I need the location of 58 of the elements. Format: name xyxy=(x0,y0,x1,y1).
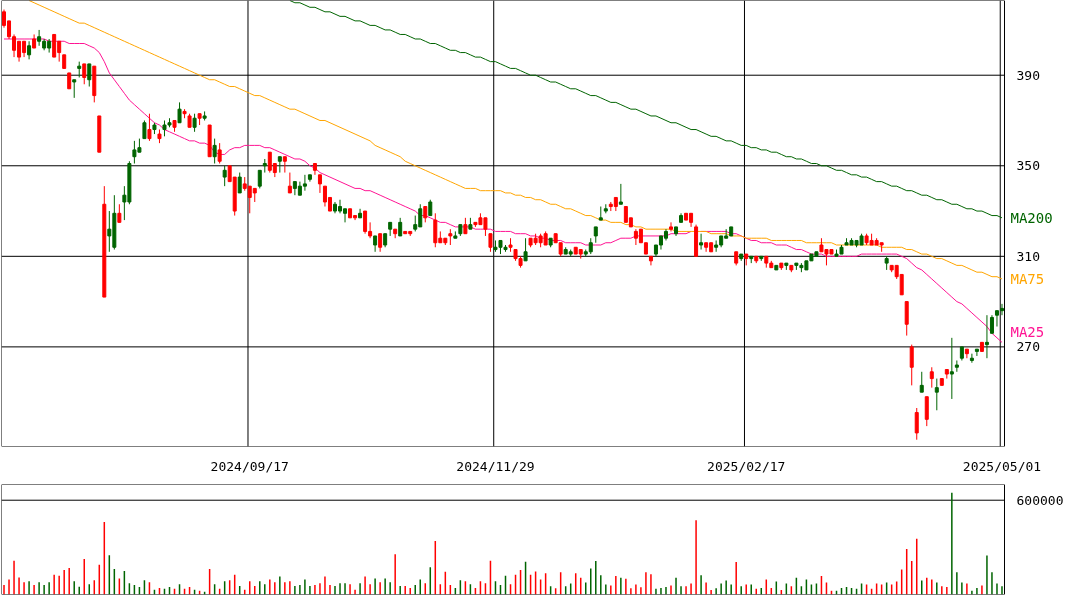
x-tick-label: 2024/09/17 xyxy=(210,458,289,474)
candlestick xyxy=(52,33,57,58)
x-tick-label: 2025/02/17 xyxy=(707,458,786,474)
series-label: MA200 xyxy=(1010,209,1053,226)
candlestick xyxy=(222,165,227,187)
candlestick xyxy=(398,217,403,237)
x-tick-label: 2025/05/01 xyxy=(962,458,1042,474)
candlestick xyxy=(984,314,989,359)
candlestick xyxy=(37,29,42,47)
candlestick xyxy=(699,233,704,251)
candlestick xyxy=(618,183,623,205)
candlestick xyxy=(949,337,954,400)
candlestick xyxy=(142,119,147,140)
candlestick xyxy=(317,174,322,194)
candlestick xyxy=(107,210,112,253)
candlestick xyxy=(914,407,919,441)
candlestick xyxy=(237,172,242,194)
candlestick xyxy=(82,63,87,85)
x-tick-label: 2024/11/29 xyxy=(456,458,535,474)
candlestick xyxy=(287,172,292,194)
candlestick xyxy=(87,63,92,88)
candlestick xyxy=(363,210,368,235)
candlestick xyxy=(999,303,1004,316)
candlestick xyxy=(217,142,222,165)
candlestick xyxy=(954,359,959,373)
y-tick-label: 310 xyxy=(1016,248,1040,264)
candlestick xyxy=(523,237,528,262)
series-label: MA75 xyxy=(1010,270,1045,287)
candlestick xyxy=(934,378,939,411)
candlestick xyxy=(302,174,307,192)
y-tick-label: 600000 xyxy=(1016,492,1064,508)
candlestick xyxy=(904,301,909,337)
line-series xyxy=(28,0,1003,280)
line-series xyxy=(289,0,1003,219)
candlestick xyxy=(378,233,383,253)
candlestick xyxy=(257,169,262,189)
y-tick-label: 270 xyxy=(1016,339,1040,355)
candlestick xyxy=(488,233,493,253)
candlestick xyxy=(192,113,197,133)
candlestick xyxy=(27,40,32,60)
candlestick xyxy=(919,371,924,393)
candlestick xyxy=(177,101,182,124)
candlestick xyxy=(974,348,979,357)
candlestick xyxy=(72,79,77,99)
candlestick xyxy=(147,113,152,142)
candlestick xyxy=(909,344,914,386)
candlestick xyxy=(924,396,929,427)
candlestick xyxy=(989,314,994,334)
series-label: MA25 xyxy=(1010,323,1045,340)
y-tick-label: 350 xyxy=(1016,158,1040,174)
candlestick xyxy=(669,221,674,232)
candlestick xyxy=(714,239,719,253)
candlestick xyxy=(929,366,934,389)
candlestick xyxy=(433,212,438,248)
candlestick xyxy=(969,353,974,364)
candlestick xyxy=(212,138,217,165)
y-tick-label: 390 xyxy=(1016,67,1040,83)
candlestick xyxy=(117,203,122,223)
